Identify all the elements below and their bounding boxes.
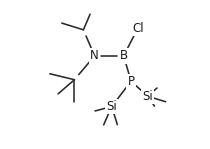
Text: B: B (119, 49, 128, 62)
Text: P: P (128, 75, 135, 88)
Text: Si: Si (106, 100, 117, 113)
Text: N: N (90, 49, 99, 62)
Text: Si: Si (142, 90, 153, 103)
Text: Cl: Cl (132, 22, 144, 35)
